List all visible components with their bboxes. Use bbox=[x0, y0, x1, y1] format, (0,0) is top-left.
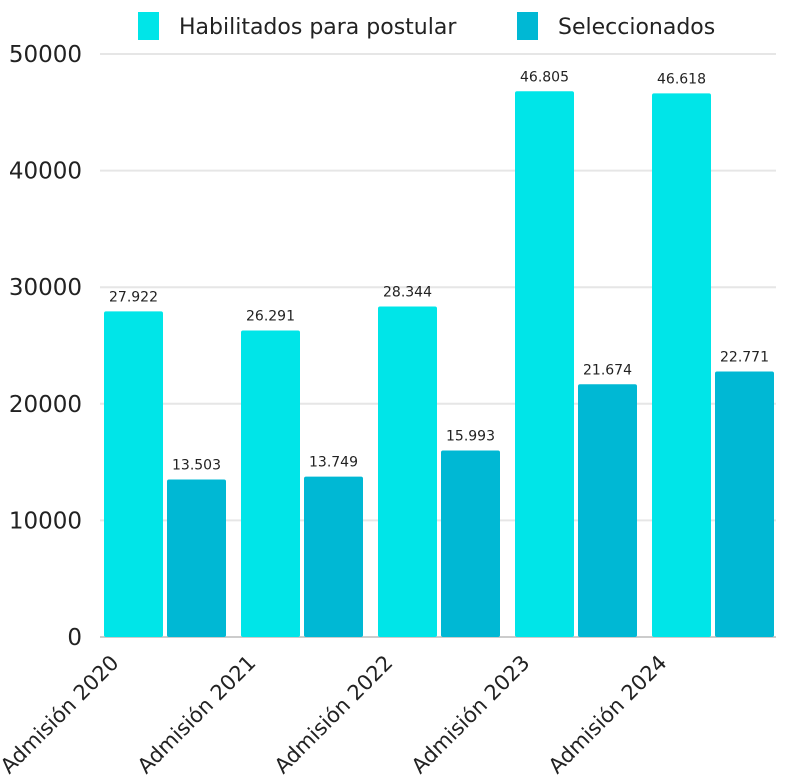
bar bbox=[715, 371, 774, 637]
y-tick-label: 40000 bbox=[9, 159, 82, 185]
gridlines: 0 10000 20000 30000 40000 50000 bbox=[9, 42, 776, 651]
y-tick-label: 0 bbox=[67, 625, 82, 651]
y-tick-label: 50000 bbox=[9, 42, 82, 68]
data-label: 22.771 bbox=[720, 349, 769, 365]
legend-label: Seleccionados bbox=[558, 15, 715, 40]
legend: Habilitados para postular Seleccionados bbox=[138, 12, 715, 40]
bar bbox=[104, 311, 163, 637]
bar bbox=[578, 384, 637, 637]
y-tick-label: 30000 bbox=[9, 275, 82, 301]
data-label: 15.993 bbox=[446, 429, 495, 445]
x-tick-label: Admisión 2023 bbox=[407, 651, 535, 777]
bar bbox=[515, 91, 574, 637]
bar bbox=[304, 476, 363, 637]
bars: 27.922 13.503 26.291 13.749 28.344 15.993 46.8… bbox=[104, 69, 774, 637]
y-tick-label: 20000 bbox=[9, 392, 82, 418]
x-tick-label: Admisión 2022 bbox=[270, 651, 398, 777]
bar bbox=[378, 306, 437, 637]
data-label: 26.291 bbox=[246, 308, 295, 324]
y-tick-label: 10000 bbox=[9, 508, 82, 534]
data-label: 28.344 bbox=[383, 285, 432, 301]
bar bbox=[441, 450, 500, 637]
legend-label: Habilitados para postular bbox=[179, 15, 457, 40]
data-label: 46.618 bbox=[657, 71, 706, 87]
x-tick-label: Admisión 2020 bbox=[0, 651, 124, 777]
legend-swatch bbox=[138, 12, 159, 40]
data-label: 13.749 bbox=[309, 455, 358, 471]
x-axis-labels: Admisión 2020 Admisión 2021 Admisión 2022 A… bbox=[0, 651, 672, 777]
bar bbox=[167, 479, 226, 637]
bar bbox=[241, 330, 300, 637]
data-label: 27.922 bbox=[109, 289, 158, 305]
bar bbox=[652, 93, 711, 637]
data-label: 21.674 bbox=[583, 362, 632, 378]
data-label: 46.805 bbox=[520, 69, 569, 85]
data-label: 13.503 bbox=[172, 458, 221, 474]
legend-swatch bbox=[517, 12, 538, 40]
x-tick-label: Admisión 2024 bbox=[544, 651, 672, 777]
x-tick-label: Admisión 2021 bbox=[133, 651, 261, 777]
